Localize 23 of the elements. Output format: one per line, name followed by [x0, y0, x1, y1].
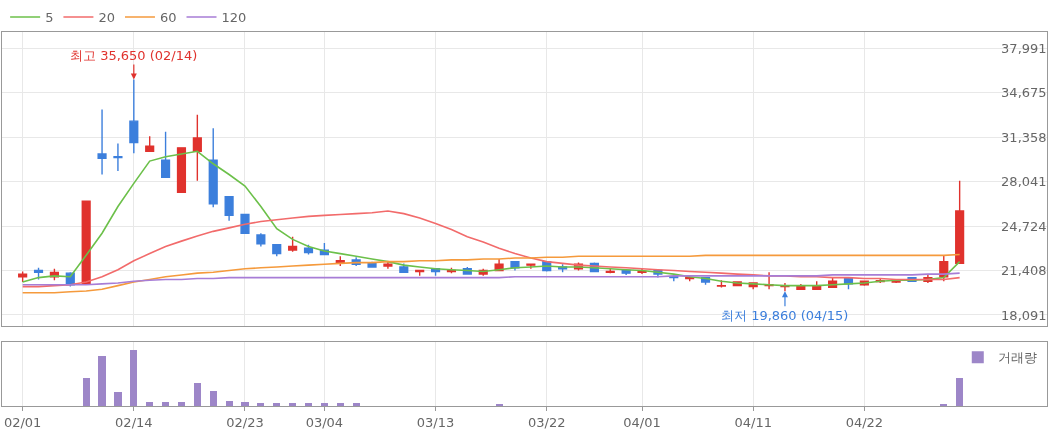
legend-label: 20: [98, 10, 115, 26]
x-tick-label: 03/04: [305, 414, 344, 430]
x-tick-label: 02/23: [226, 414, 264, 430]
y-tick-label: 28,041: [1001, 174, 1047, 190]
legend-label: 120: [221, 10, 247, 26]
x-tick-label: 03/13: [416, 414, 455, 430]
x-tick-label: 04/22: [845, 414, 884, 430]
y-tick-label: 24,724: [1001, 218, 1047, 234]
y-tick-label: 21,408: [1001, 263, 1047, 279]
y-tick-label: 37,991: [1001, 40, 1047, 56]
x-tick-label: 03/22: [528, 414, 566, 430]
x-tick-label: 04/01: [623, 414, 661, 430]
y-tick-label: 34,675: [1001, 85, 1047, 101]
y-tick-label: 18,091: [1001, 307, 1047, 323]
legend-label: 60: [159, 10, 177, 26]
legend-label: 5: [45, 10, 54, 26]
x-tick-label: 04/11: [734, 414, 772, 430]
y-tick-label: 31,358: [1001, 129, 1047, 145]
annotation: 최저 19,860 (04/15): [721, 308, 849, 323]
x-tick-label: 02/14: [115, 414, 153, 430]
annotation: 최고 35,650 (02/14): [70, 48, 198, 63]
x-tick-label: 02/01: [3, 414, 42, 430]
legend-label: 거래량: [997, 350, 1037, 366]
